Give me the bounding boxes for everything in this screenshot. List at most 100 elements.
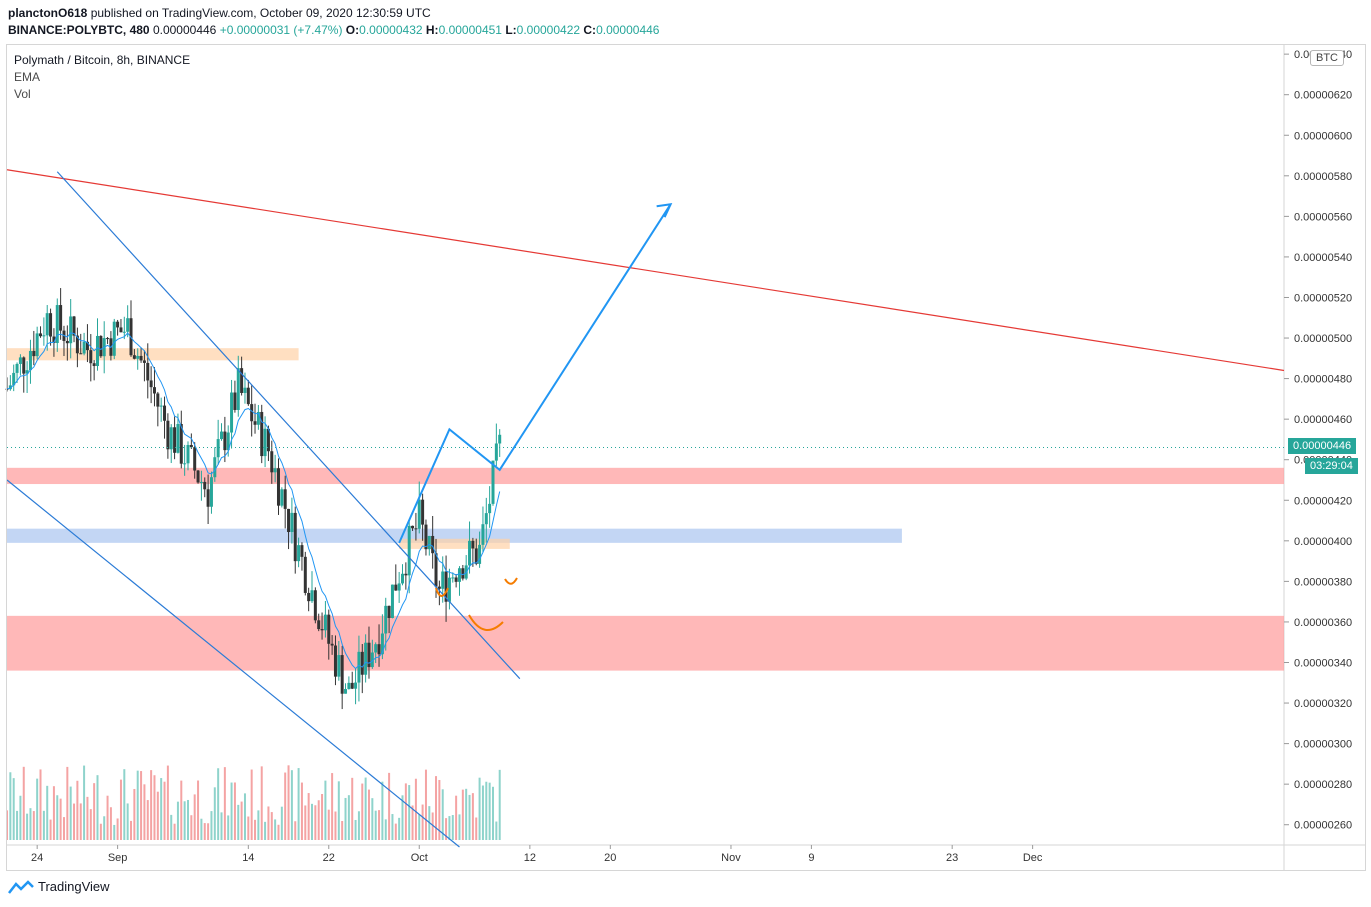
volume-bar bbox=[458, 814, 461, 840]
volume-bar bbox=[32, 811, 35, 840]
volume-bar bbox=[62, 817, 65, 840]
candle-body bbox=[333, 645, 337, 677]
candle-body bbox=[421, 499, 425, 525]
candle-body bbox=[478, 544, 482, 564]
volume-bar bbox=[344, 797, 347, 840]
volume-bar bbox=[79, 803, 82, 840]
volume-bar bbox=[321, 794, 324, 840]
volume-bar bbox=[197, 780, 200, 840]
volume-bar bbox=[331, 773, 334, 840]
volume-bar bbox=[9, 772, 12, 840]
volume-bar bbox=[327, 809, 330, 840]
volume-bar bbox=[223, 767, 226, 840]
volume-bar bbox=[290, 770, 293, 840]
candle-body bbox=[25, 370, 29, 374]
candle-body bbox=[65, 340, 69, 344]
candle-body bbox=[216, 439, 220, 458]
volume-bar bbox=[384, 819, 387, 840]
projection-path bbox=[398, 203, 672, 544]
legend-vol[interactable]: Vol bbox=[14, 87, 31, 101]
currency-button[interactable]: BTC bbox=[1310, 50, 1344, 66]
close-value: 0.00000446 bbox=[596, 23, 660, 37]
volume-bar bbox=[418, 814, 421, 840]
candle-body bbox=[320, 629, 324, 631]
candle-body bbox=[92, 363, 96, 367]
x-tick-label-9: 23 bbox=[946, 852, 958, 864]
volume-bar bbox=[408, 785, 411, 840]
volume-bar bbox=[300, 782, 303, 840]
volume-bar bbox=[471, 793, 474, 840]
candle-body bbox=[468, 540, 472, 566]
candle-body bbox=[424, 524, 428, 550]
candle-body bbox=[126, 318, 130, 332]
legend-ema[interactable]: EMA bbox=[14, 70, 41, 84]
candle-body bbox=[498, 434, 502, 444]
volume-bar bbox=[347, 795, 350, 840]
volume-bar bbox=[93, 783, 96, 840]
candle-body bbox=[461, 568, 465, 579]
cup-mark bbox=[468, 614, 504, 631]
tradingview-icon bbox=[8, 879, 34, 894]
y-tick-label-7: 0.00000400 bbox=[1294, 536, 1352, 548]
volume-bar bbox=[186, 799, 189, 840]
volume-bar bbox=[160, 778, 163, 840]
volume-bar bbox=[143, 784, 146, 840]
candle-body bbox=[132, 355, 136, 359]
candle-body bbox=[494, 443, 498, 461]
volume-bar bbox=[264, 821, 267, 840]
candle-body bbox=[186, 444, 190, 464]
candle-body bbox=[364, 642, 368, 675]
candle-body bbox=[427, 535, 431, 550]
zone-7 bbox=[399, 538, 510, 549]
candle-body bbox=[384, 605, 388, 634]
volume-bar bbox=[481, 785, 484, 840]
volume-bar bbox=[250, 769, 253, 840]
volume-bar bbox=[173, 823, 176, 840]
y-tick-label-12: 0.00000500 bbox=[1294, 333, 1352, 345]
volume-bar bbox=[227, 815, 230, 840]
candle-body bbox=[287, 508, 291, 533]
candle-body bbox=[437, 586, 441, 589]
candle-body bbox=[417, 499, 421, 529]
y-tick-label-15: 0.00000560 bbox=[1294, 211, 1352, 223]
volume-bar bbox=[26, 813, 29, 840]
candle-body bbox=[357, 651, 361, 683]
volume-bar bbox=[334, 811, 337, 840]
volume-bar bbox=[140, 771, 143, 840]
countdown-badge: 03:29:04 bbox=[1305, 458, 1358, 474]
publish-line: planctonO618 published on TradingView.co… bbox=[8, 6, 431, 20]
candle-body bbox=[12, 372, 16, 386]
candle-body bbox=[176, 424, 180, 453]
candle-body bbox=[397, 583, 401, 591]
y-tick-label-3: 0.00000320 bbox=[1294, 698, 1352, 710]
volume-bar bbox=[270, 812, 273, 840]
candle-body bbox=[404, 573, 408, 576]
volume-bar bbox=[267, 806, 270, 840]
candle-body bbox=[173, 427, 177, 453]
y-tick-label-4: 0.00000340 bbox=[1294, 657, 1352, 669]
volume-bar bbox=[491, 786, 494, 840]
author-name[interactable]: planctonO618 bbox=[8, 6, 88, 20]
candle-body bbox=[179, 424, 183, 464]
volume-bar bbox=[277, 824, 280, 840]
volume-bar bbox=[86, 796, 89, 840]
volume-bar bbox=[150, 770, 153, 840]
x-tick-label-0: 24 bbox=[31, 852, 43, 864]
candle-body bbox=[414, 528, 418, 530]
volume-bar bbox=[59, 798, 62, 840]
volume-bar bbox=[465, 788, 468, 840]
candle-body bbox=[300, 545, 304, 557]
volume-bar bbox=[361, 783, 364, 840]
candle-body bbox=[411, 525, 415, 529]
candle-body bbox=[189, 444, 193, 448]
candle-body bbox=[401, 573, 405, 584]
candle-body bbox=[209, 477, 213, 507]
volume-bar bbox=[203, 823, 206, 840]
tradingview-logo[interactable]: TradingView bbox=[8, 879, 110, 894]
candle-body bbox=[253, 421, 257, 425]
volume-bar bbox=[274, 819, 277, 840]
candle-body bbox=[146, 362, 150, 381]
symbol-label: BINANCE:POLYBTC, 480 bbox=[8, 23, 150, 37]
candle-body bbox=[347, 682, 351, 690]
